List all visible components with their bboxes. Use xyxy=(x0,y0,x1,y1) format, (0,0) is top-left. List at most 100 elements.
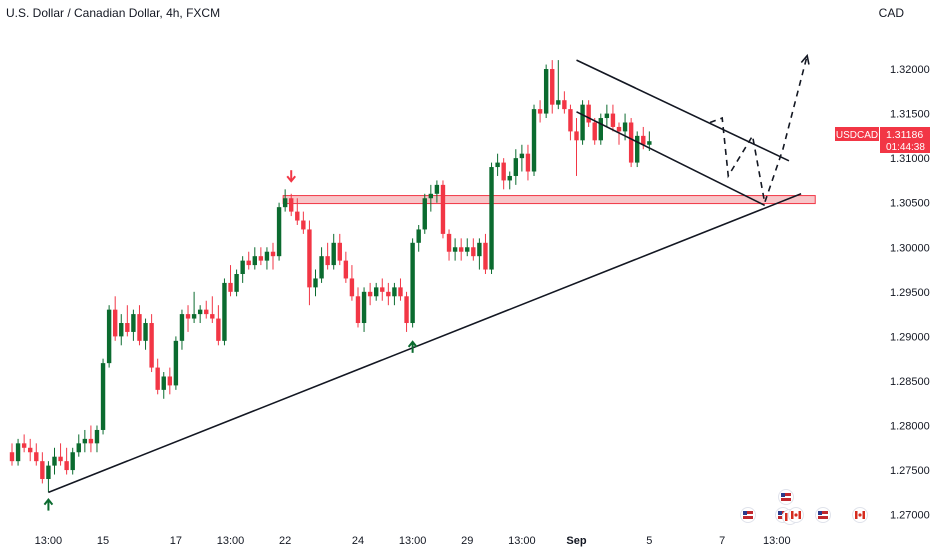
candle-body xyxy=(349,278,355,297)
candle xyxy=(173,336,179,390)
candle-body xyxy=(550,69,555,105)
candle-body xyxy=(106,309,112,364)
candle-body xyxy=(622,122,628,132)
ca-flag-icon xyxy=(852,507,868,523)
candle xyxy=(64,447,69,475)
candle-body xyxy=(374,287,379,297)
y-tick-label: 1.29500 xyxy=(890,287,930,299)
candle-body xyxy=(88,438,94,444)
candle xyxy=(197,305,203,324)
candle xyxy=(40,452,45,484)
candle xyxy=(270,242,276,270)
candle xyxy=(386,282,391,306)
candle xyxy=(94,425,100,453)
candle-body xyxy=(9,452,15,462)
candle-body xyxy=(367,291,373,297)
candle xyxy=(301,211,306,234)
candle-body xyxy=(404,296,409,324)
candle xyxy=(119,314,124,346)
candle-body xyxy=(216,318,221,341)
channel-upper-line xyxy=(576,59,790,162)
arrow-head xyxy=(286,175,297,183)
candle xyxy=(179,309,185,350)
candle xyxy=(131,309,136,341)
candle xyxy=(440,180,446,239)
candle xyxy=(52,447,57,475)
y-tick-label: 1.27500 xyxy=(890,465,930,477)
candle xyxy=(471,238,476,261)
candle-body xyxy=(380,287,385,292)
candle xyxy=(489,162,494,274)
candle xyxy=(143,318,148,350)
y-tick-label: 1.32000 xyxy=(890,64,930,76)
candle xyxy=(628,118,634,168)
candle xyxy=(537,100,543,123)
support-trendline xyxy=(48,193,802,494)
candle xyxy=(580,100,585,145)
candle-body xyxy=(34,452,39,462)
candle-body xyxy=(94,429,100,444)
candle-body xyxy=(331,242,336,266)
candle-body xyxy=(386,291,391,297)
candle-body xyxy=(240,260,245,274)
candle-body xyxy=(325,256,330,266)
candle xyxy=(428,184,434,212)
ca-flag-icon xyxy=(788,507,804,523)
candle xyxy=(343,251,349,283)
candle-body xyxy=(471,247,476,257)
candle xyxy=(155,358,160,395)
candle xyxy=(46,461,51,493)
candle xyxy=(574,118,579,176)
candle-body xyxy=(46,465,51,479)
candle xyxy=(586,100,591,127)
up-arrow-icon xyxy=(407,340,418,353)
candle xyxy=(452,238,458,261)
candle xyxy=(465,238,470,257)
candle xyxy=(295,198,300,225)
candle-body xyxy=(15,443,21,462)
candle xyxy=(434,180,440,203)
candle xyxy=(88,425,94,453)
candle-body xyxy=(234,274,239,292)
candle xyxy=(380,278,385,301)
candle-body xyxy=(440,184,446,234)
candle xyxy=(458,238,464,261)
candle xyxy=(519,144,525,172)
arrow-head xyxy=(43,497,54,506)
price-box xyxy=(880,127,930,153)
flag-canton xyxy=(781,493,785,497)
candle-body xyxy=(507,175,512,181)
candle-body xyxy=(519,153,525,159)
candle-body xyxy=(149,323,154,368)
candle xyxy=(125,305,130,337)
candle-body xyxy=(270,251,276,257)
candle-body xyxy=(635,135,640,163)
candle-body xyxy=(58,456,63,462)
x-tick-label: 7 xyxy=(719,535,725,547)
x-tick-label: 13:00 xyxy=(35,535,63,547)
y-tick-label: 1.29000 xyxy=(890,331,930,343)
bar-countdown: 01:44:38 xyxy=(886,142,925,153)
y-tick-label: 1.31000 xyxy=(890,153,930,165)
last-price: 1.31186 xyxy=(886,129,923,141)
candle xyxy=(543,64,549,119)
candle-body xyxy=(179,314,185,341)
candle-body xyxy=(586,104,591,123)
candle-body xyxy=(416,229,421,243)
candle xyxy=(100,358,106,435)
candle-body xyxy=(210,314,215,319)
candle-body xyxy=(70,452,75,471)
candle-body xyxy=(641,135,646,145)
candle xyxy=(598,113,603,145)
up-arrow-icon xyxy=(43,497,54,511)
candle xyxy=(204,300,209,319)
candle xyxy=(422,193,427,234)
candle-body xyxy=(307,229,312,288)
currency-label: CAD xyxy=(878,6,904,20)
flag-canton xyxy=(743,511,747,515)
x-tick-label: 17 xyxy=(170,535,182,547)
candle xyxy=(446,229,452,261)
